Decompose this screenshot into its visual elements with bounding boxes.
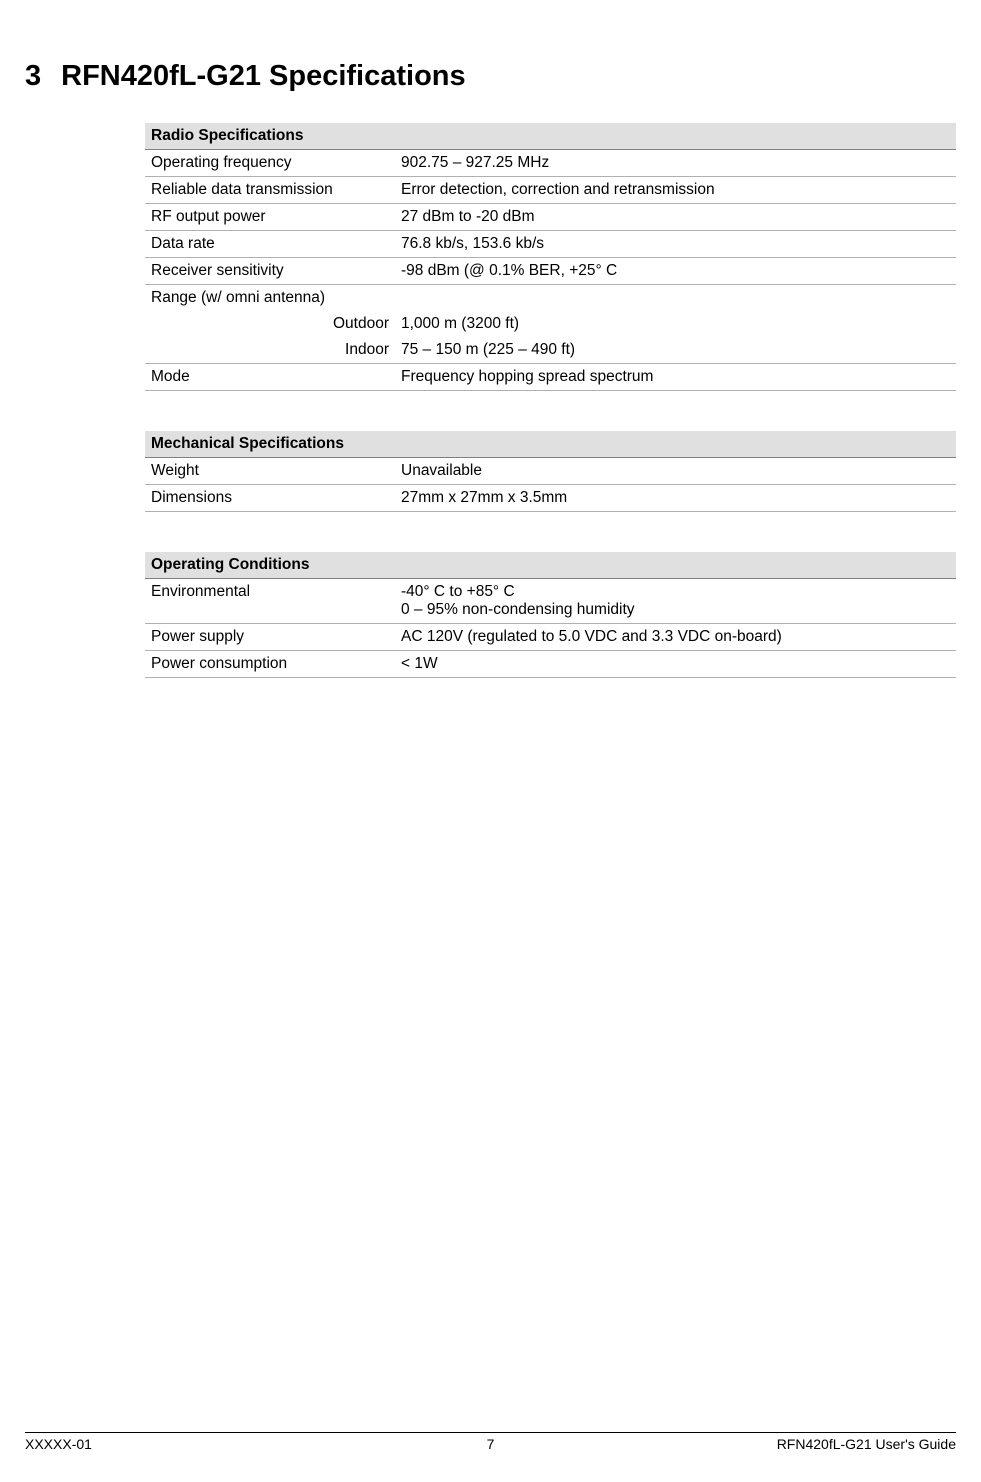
radio-specifications-table: Radio Specifications Operating frequency… <box>145 123 956 391</box>
page-footer: XXXXX-01 7 RFN420fL-G21 User's Guide <box>25 1432 956 1452</box>
spec-label: Weight <box>145 458 395 485</box>
spec-label: RF output power <box>145 204 395 231</box>
spec-label: Data rate <box>145 231 395 258</box>
table-row: Power consumption < 1W <box>145 651 956 678</box>
spec-value-line: -40° C to +85° C <box>401 583 515 600</box>
table-row: Environmental -40° C to +85° C 0 – 95% n… <box>145 579 956 624</box>
operating-conditions-table: Operating Conditions Environmental -40° … <box>145 552 956 678</box>
table-row: Reliable data transmission Error detecti… <box>145 177 956 204</box>
table-row: Data rate 76.8 kb/s, 153.6 kb/s <box>145 231 956 258</box>
spec-value: 76.8 kb/s, 153.6 kb/s <box>395 231 956 258</box>
spec-value: -98 dBm (@ 0.1% BER, +25° C <box>395 258 956 285</box>
table-header: Radio Specifications <box>145 123 956 150</box>
section-heading: 3 RFN420fL-G21 Specifications <box>25 60 956 93</box>
spec-label: Range (w/ omni antenna) <box>145 285 395 312</box>
spec-value <box>395 285 956 312</box>
table-header-row: Mechanical Specifications <box>145 431 956 458</box>
heading-title: RFN420fL-G21 Specifications <box>61 60 466 92</box>
table-row: RF output power 27 dBm to -20 dBm <box>145 204 956 231</box>
spec-label: Power consumption <box>145 651 395 678</box>
spec-label: Reliable data transmission <box>145 177 395 204</box>
spec-value: AC 120V (regulated to 5.0 VDC and 3.3 VD… <box>395 624 956 651</box>
spec-value: 902.75 – 927.25 MHz <box>395 150 956 177</box>
table-row: Mode Frequency hopping spread spectrum <box>145 364 956 391</box>
spec-label: Mode <box>145 364 395 391</box>
spec-value: -40° C to +85° C 0 – 95% non-condensing … <box>395 579 956 624</box>
mechanical-specifications-table: Mechanical Specifications Weight Unavail… <box>145 431 956 512</box>
spec-value: 27mm x 27mm x 3.5mm <box>395 485 956 512</box>
heading-number: 3 <box>25 60 41 93</box>
spec-sublabel: Outdoor <box>145 311 395 337</box>
spec-label: Dimensions <box>145 485 395 512</box>
table-row: Outdoor 1,000 m (3200 ft) <box>145 311 956 337</box>
spec-value: 1,000 m (3200 ft) <box>395 311 956 337</box>
table-row: Power supply AC 120V (regulated to 5.0 V… <box>145 624 956 651</box>
table-header-row: Operating Conditions <box>145 552 956 579</box>
table-row: Indoor 75 – 150 m (225 – 490 ft) <box>145 337 956 364</box>
table-row: Range (w/ omni antenna) <box>145 285 956 312</box>
table-header: Operating Conditions <box>145 552 956 579</box>
table-header: Mechanical Specifications <box>145 431 956 458</box>
footer-left: XXXXX-01 <box>25 1436 92 1452</box>
table-row: Receiver sensitivity -98 dBm (@ 0.1% BER… <box>145 258 956 285</box>
spec-label: Receiver sensitivity <box>145 258 395 285</box>
table-row: Weight Unavailable <box>145 458 956 485</box>
spec-value: Unavailable <box>395 458 956 485</box>
spec-sublabel: Indoor <box>145 337 395 364</box>
spec-label: Operating frequency <box>145 150 395 177</box>
spec-value: 27 dBm to -20 dBm <box>395 204 956 231</box>
table-row: Dimensions 27mm x 27mm x 3.5mm <box>145 485 956 512</box>
spec-value-line: 0 – 95% non-condensing humidity <box>401 601 635 618</box>
table-header-row: Radio Specifications <box>145 123 956 150</box>
spec-value: Error detection, correction and retransm… <box>395 177 956 204</box>
spec-label: Power supply <box>145 624 395 651</box>
spec-label: Environmental <box>145 579 395 624</box>
spec-value: < 1W <box>395 651 956 678</box>
spec-value: 75 – 150 m (225 – 490 ft) <box>395 337 956 364</box>
table-row: Operating frequency 902.75 – 927.25 MHz <box>145 150 956 177</box>
footer-right: RFN420fL-G21 User's Guide <box>777 1436 956 1452</box>
spec-value: Frequency hopping spread spectrum <box>395 364 956 391</box>
footer-page-number: 7 <box>487 1436 495 1452</box>
